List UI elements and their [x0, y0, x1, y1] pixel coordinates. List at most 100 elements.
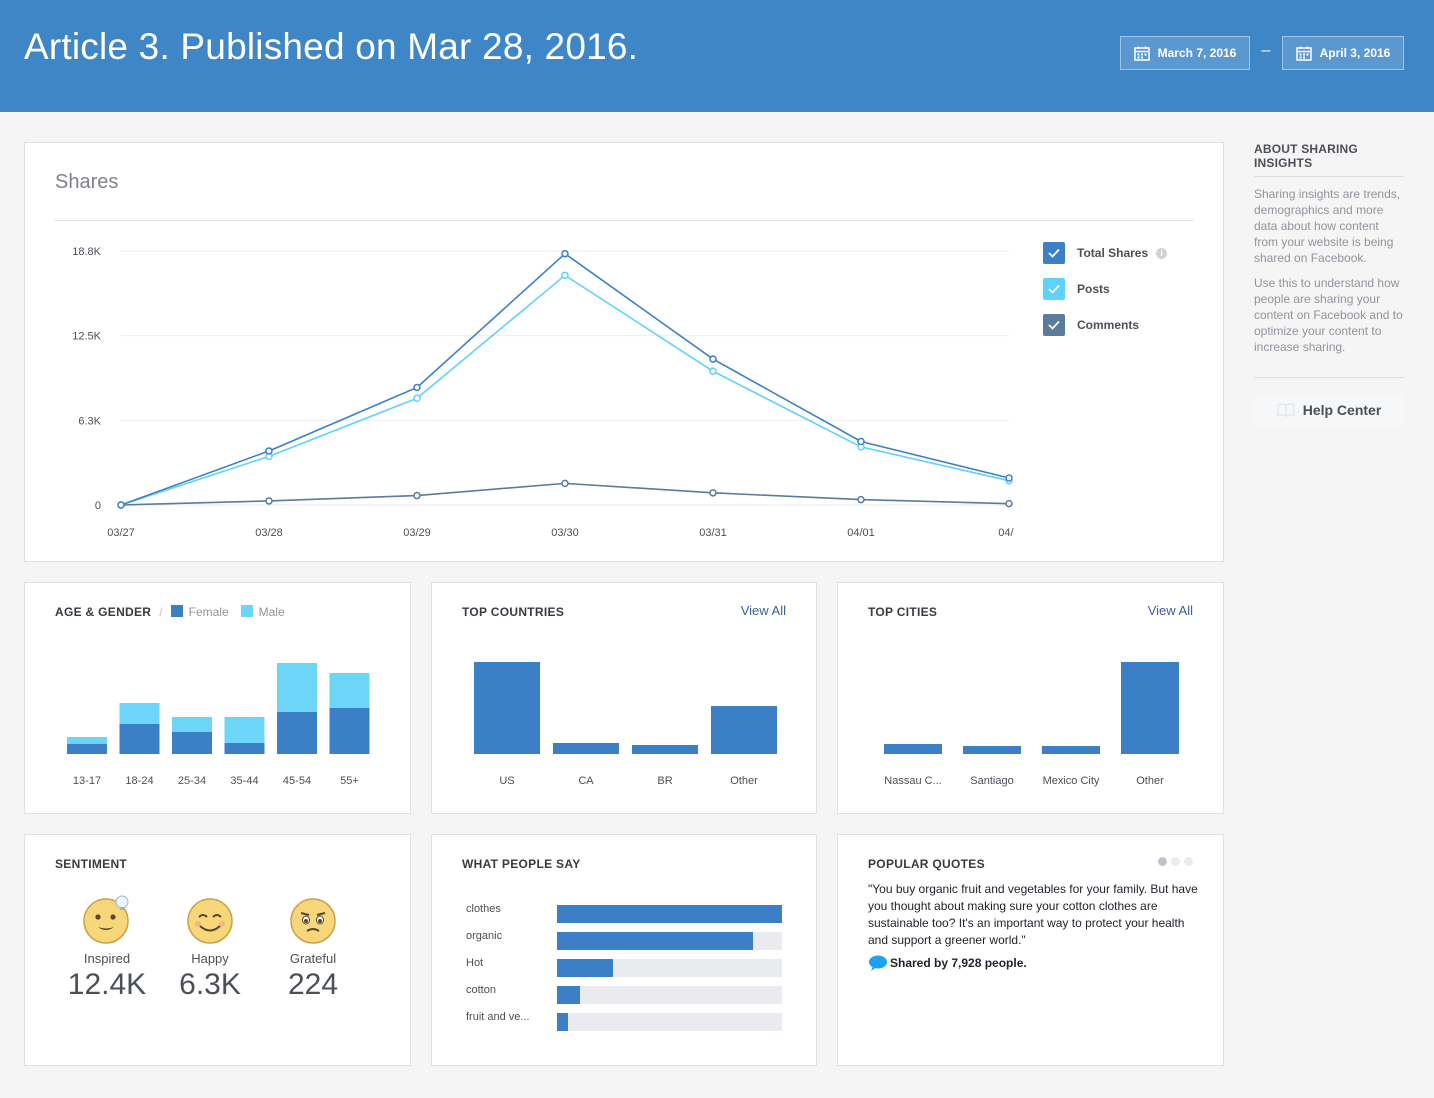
series-line-total-shares — [120, 252, 1010, 506]
x-tick-label: 03/31 — [699, 527, 727, 539]
sidebar-divider — [1254, 377, 1404, 378]
word-bar-track — [557, 959, 782, 977]
legend-item-comments[interactable]: Comments — [1043, 313, 1167, 337]
about-sidebar: ABOUT SHARING INSIGHTS Sharing insights … — [1254, 142, 1404, 426]
bar-male — [224, 717, 265, 743]
age-gender-bar-chart: 13-17 18-24 25-34 35-44 45-54 55+ — [67, 663, 370, 787]
category-label: CA — [578, 775, 594, 787]
pagination-dot[interactable] — [1158, 857, 1167, 866]
word-label: Hot — [466, 957, 484, 969]
bar — [553, 743, 619, 754]
sentiment-inspired: Inspired 12.4K — [62, 893, 152, 1002]
bar — [884, 744, 942, 754]
sentiment-label: Grateful — [289, 951, 337, 966]
bar-female — [119, 724, 160, 754]
bar — [711, 706, 777, 754]
top-countries-title: TOP COUNTRIES — [462, 605, 565, 619]
y-tick-label: 12.5K — [72, 331, 101, 343]
happy-emoji-icon — [187, 898, 233, 944]
data-point — [857, 495, 865, 504]
help-center-button[interactable]: Help Center — [1254, 394, 1404, 426]
bar-female — [329, 708, 370, 754]
page-header: Article 3. Published on Mar 28, 2016. Ma… — [0, 0, 1434, 112]
checkbox-checked-icon[interactable] — [1043, 242, 1065, 264]
sentiment-happy: Happy 6.3K — [165, 893, 255, 1002]
speech-bubble-icon — [869, 955, 887, 971]
female-legend: Female — [170, 605, 229, 619]
bar — [1121, 662, 1179, 754]
legend-item-total-shares[interactable]: Total Shares i — [1043, 241, 1168, 265]
data-point — [117, 501, 125, 509]
age-gender-title: AGE & GENDER — [55, 605, 152, 619]
bar-male — [172, 717, 212, 732]
word-label: fruit and ve... — [466, 1011, 530, 1023]
word-bar-track — [557, 1013, 782, 1031]
shares-legend: Total Shares i Posts Comments — [1043, 241, 1168, 349]
pagination-dot[interactable] — [1184, 857, 1193, 866]
data-point — [265, 447, 273, 455]
word-bar-fill — [557, 905, 782, 923]
sentiment-card: SENTIMENT Inspired 12.4K Happy 6.3K — [24, 834, 411, 1066]
word-bar-fill — [557, 932, 753, 950]
x-tick-label: 03/30 — [551, 527, 579, 539]
bar-male — [329, 673, 370, 708]
what-people-say-card: WHAT PEOPLE SAY clothes organic Hot cotton f… — [431, 834, 817, 1066]
inspired-emoji-icon — [83, 895, 129, 944]
info-icon[interactable]: i — [1156, 247, 1168, 259]
book-icon — [1277, 403, 1295, 417]
bar-female — [277, 712, 317, 754]
top-countries-card: TOP COUNTRIES View All US CA BR Other — [431, 582, 817, 814]
checkbox-checked-icon[interactable] — [1043, 314, 1065, 336]
shares-title: Shares — [55, 171, 119, 193]
category-label: 25-34 — [178, 775, 206, 787]
sentiment-label: Happy — [191, 951, 229, 966]
category-label: Santiago — [970, 775, 1013, 787]
quote-shared-count: Shared by 7,928 people. — [868, 955, 1027, 971]
bar-female — [67, 744, 107, 754]
pagination-dot[interactable] — [1171, 857, 1180, 866]
word-label: organic — [466, 930, 503, 942]
sentiment-label: Inspired — [83, 951, 131, 966]
bar-male — [119, 703, 160, 724]
view-all-countries-link[interactable]: View All — [740, 603, 786, 618]
data-point — [413, 383, 421, 392]
top-cities-bar-chart: Nassau C... Santiago Mexico City Other — [884, 662, 1179, 787]
category-label: Other — [1136, 775, 1164, 787]
title-separator: / — [159, 605, 163, 619]
shares-card: Shares 18.8K 12.5K 6.3K 0 03/27 03/28 03/29 03/… — [24, 142, 1224, 562]
shared-count-label: Shared by 7,928 people. — [890, 956, 1027, 970]
x-tick-label: 03/29 — [403, 527, 431, 539]
data-point — [1005, 499, 1013, 508]
female-swatch — [170, 605, 183, 617]
sentiment-value: 12.4K — [67, 968, 147, 1001]
bar — [963, 746, 1021, 754]
category-label: 18-24 — [125, 775, 153, 787]
start-date-button[interactable]: March 7, 2016 — [1120, 36, 1250, 70]
y-tick-label: 6.3K — [78, 415, 101, 427]
word-label: clothes — [466, 903, 501, 915]
end-date-label: April 3, 2016 — [1319, 46, 1391, 60]
start-date-label: March 7, 2016 — [1157, 46, 1237, 60]
data-point — [265, 497, 273, 505]
word-bar-fill — [557, 959, 614, 977]
series-line-posts — [120, 274, 1010, 506]
data-point — [709, 489, 717, 497]
male-legend-label: Male — [258, 605, 285, 619]
x-tick-label: 03/27 — [107, 527, 135, 539]
end-date-button[interactable]: April 3, 2016 — [1282, 36, 1404, 70]
view-all-cities-link[interactable]: View All — [1147, 603, 1193, 618]
legend-item-posts[interactable]: Posts — [1043, 277, 1167, 301]
sidebar-paragraph: Use this to understand how people are sh… — [1254, 276, 1403, 354]
data-point — [561, 249, 569, 258]
bar-female — [172, 732, 212, 754]
category-label: US — [499, 775, 514, 787]
data-point — [709, 355, 717, 363]
category-label: 13-17 — [73, 775, 101, 787]
checkbox-checked-icon[interactable] — [1043, 278, 1065, 300]
data-point — [413, 394, 421, 403]
data-point — [709, 367, 717, 375]
legend-label: Posts — [1077, 282, 1110, 296]
quote-pagination — [1158, 857, 1193, 866]
top-countries-bar-chart: US CA BR Other — [474, 662, 777, 787]
sentiment-value: 224 — [287, 968, 339, 1001]
